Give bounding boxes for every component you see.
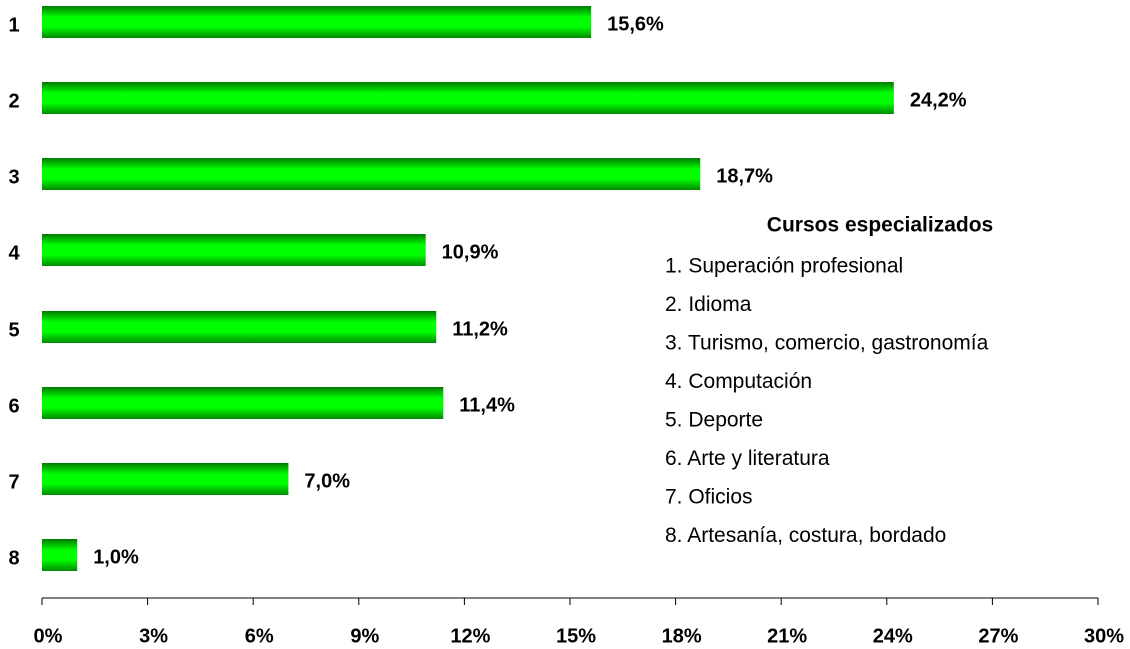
bar: [42, 463, 289, 495]
legend-item: 5. Deporte: [665, 409, 763, 432]
x-tick-label: 9%: [350, 625, 379, 647]
x-tick-label: 15%: [556, 625, 596, 647]
bar: [42, 6, 592, 38]
value-label: 15,6%: [607, 13, 664, 35]
bar: [42, 311, 437, 343]
bar: [42, 234, 426, 266]
x-tick-label: 0%: [34, 625, 63, 647]
y-tick-label: 2: [8, 90, 19, 112]
value-label: 11,4%: [459, 394, 515, 416]
y-tick-label: 8: [8, 547, 19, 569]
value-label: 10,9%: [442, 241, 499, 263]
x-tick-label: 12%: [450, 625, 490, 647]
value-label: 11,2%: [452, 318, 508, 340]
x-tick-label: 21%: [767, 625, 807, 647]
x-tick-label: 3%: [139, 625, 168, 647]
y-tick-label: 5: [8, 319, 19, 341]
legend-item: 1. Superación profesional: [665, 255, 903, 278]
x-tick-label: 6%: [245, 625, 274, 647]
bar: [42, 82, 894, 114]
y-tick-label: 4: [8, 242, 20, 264]
bar: [42, 158, 701, 190]
bar: [42, 387, 444, 419]
y-tick-label: 3: [8, 166, 19, 188]
y-tick-label: 1: [8, 14, 19, 36]
value-label: 1,0%: [93, 546, 139, 568]
x-tick-label: 30%: [1084, 625, 1124, 647]
value-label: 18,7%: [716, 165, 773, 187]
legend-item: 4. Computación: [665, 370, 812, 393]
legend-item: 7. Oficios: [665, 486, 753, 509]
legend-title: Cursos especializados: [767, 214, 993, 237]
y-tick-label: 6: [8, 395, 19, 417]
x-tick-label: 24%: [873, 625, 913, 647]
value-label: 24,2%: [910, 89, 967, 111]
x-tick-label: 27%: [978, 625, 1018, 647]
y-tick-label: 7: [8, 471, 19, 493]
value-label: 7,0%: [304, 470, 350, 492]
legend-item: 8. Artesanía, costura, bordado: [665, 524, 946, 547]
legend-item: 6. Arte y literatura: [665, 447, 830, 470]
x-tick-label: 18%: [662, 625, 702, 647]
bar: [42, 539, 78, 571]
legend-item: 3. Turismo, comercio, gastronomía: [665, 332, 989, 355]
legend-item: 2. Idioma: [665, 293, 752, 316]
